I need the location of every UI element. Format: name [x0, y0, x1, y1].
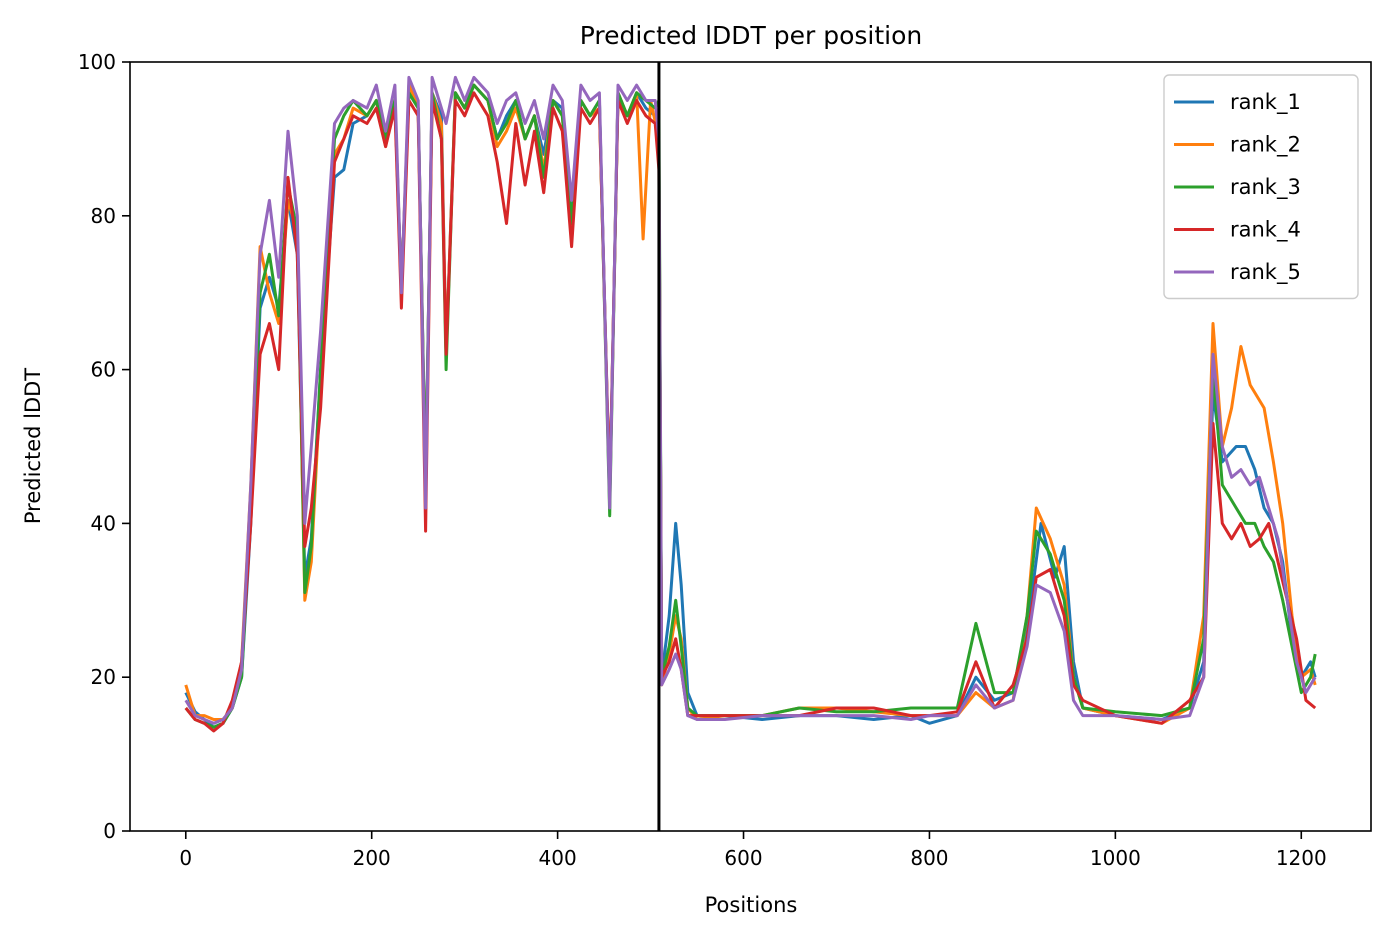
- legend-box: [1163, 74, 1359, 300]
- y-tick-label: 0: [103, 819, 116, 843]
- y-axis-label: Predicted lDDT: [21, 368, 45, 524]
- series-line-rank_5: [184, 75, 1317, 725]
- legend-label-rank_3: rank_3: [1230, 175, 1301, 200]
- x-tick-label: 800: [910, 846, 948, 870]
- legend: rank_1 rank_2 rank_3 rank_4 rank_5: [1163, 74, 1359, 300]
- x-tick-label: 1000: [1090, 846, 1141, 870]
- y-tick-label: 100: [78, 50, 116, 74]
- y-tick-label: 80: [91, 204, 116, 228]
- legend-label-rank_2: rank_2: [1230, 133, 1301, 158]
- x-tick-label: 600: [724, 846, 762, 870]
- x-tick-label: 0: [179, 846, 192, 870]
- y-tick-label: 40: [91, 511, 116, 535]
- legend-label-rank_5: rank_5: [1230, 260, 1301, 285]
- legend-label-rank_4: rank_4: [1230, 218, 1301, 243]
- plot-area: [184, 62, 1317, 831]
- x-axis: 0 200 400 600 800 1000 1200: [179, 831, 1327, 870]
- x-axis-label: Positions: [705, 893, 798, 917]
- legend-label-rank_1: rank_1: [1230, 90, 1301, 115]
- axes-frame: [129, 61, 1372, 832]
- y-tick-label: 20: [91, 665, 116, 689]
- y-tick-label: 60: [91, 358, 116, 382]
- x-tick-label: 1200: [1276, 846, 1327, 870]
- y-axis: 0 20 40 60 80 100: [78, 50, 130, 843]
- chart-title: Predicted lDDT per position: [580, 21, 922, 50]
- x-tick-label: 200: [353, 846, 391, 870]
- x-tick-label: 400: [539, 846, 577, 870]
